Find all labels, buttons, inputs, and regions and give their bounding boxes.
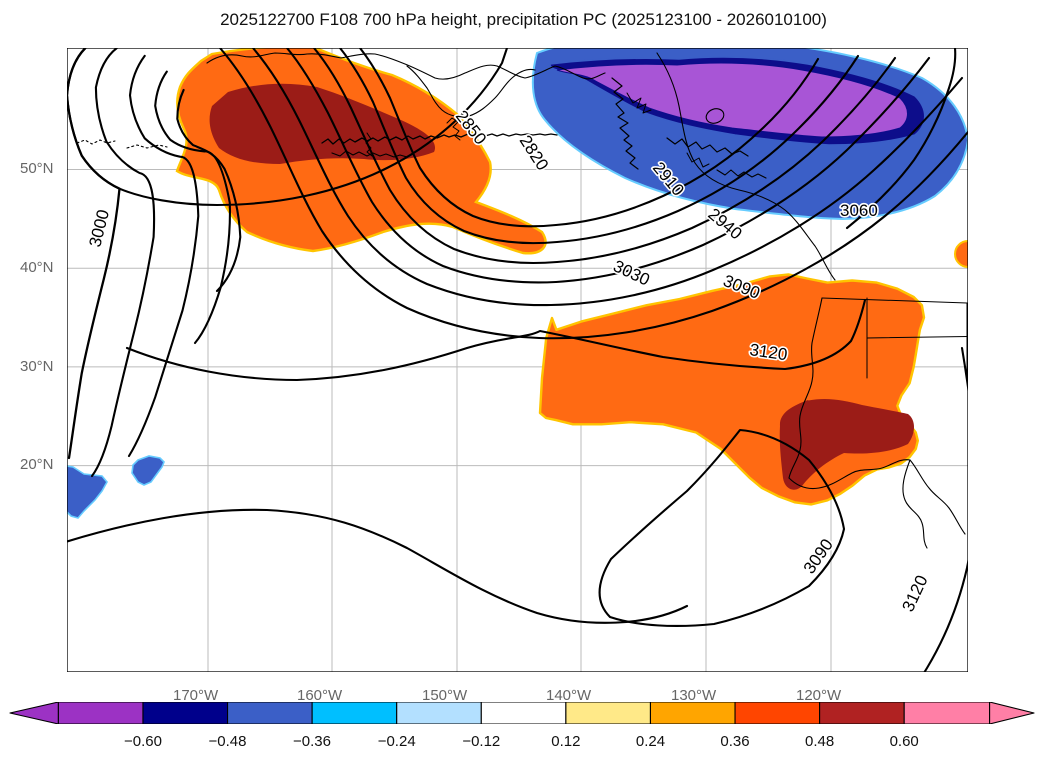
svg-text:3060: 3060 <box>840 201 878 220</box>
